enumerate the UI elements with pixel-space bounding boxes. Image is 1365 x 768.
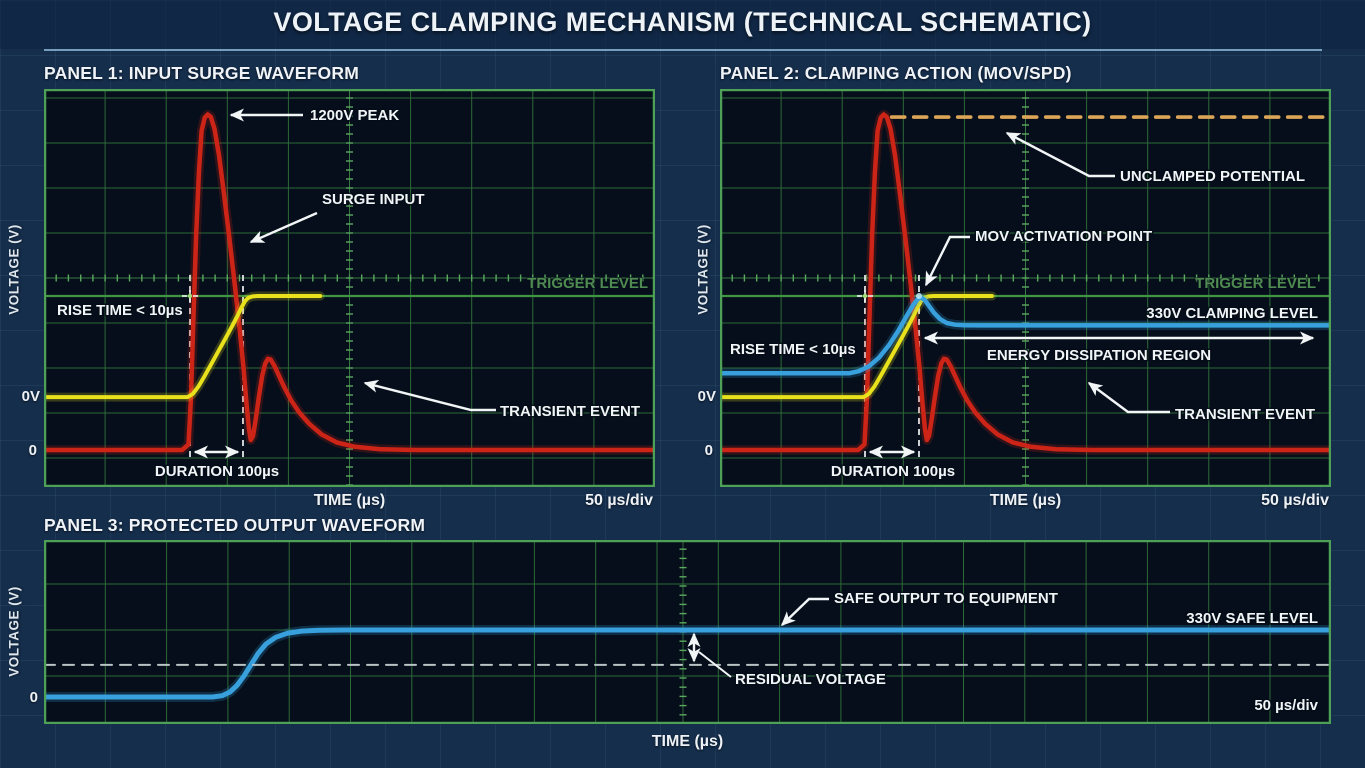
annotation-text-clamping: 330V CLAMPING LEVEL [1146, 305, 1318, 322]
reference-0v-trace [44, 294, 323, 400]
panel1-zero-label: 0 [28, 442, 37, 459]
panel1-zero-volt-label: 0V [21, 388, 40, 405]
protected-output-trace [44, 627, 1331, 700]
safe-output-annotation-arrow [780, 597, 829, 627]
title-separator [44, 49, 1322, 51]
panel2-time-axis-label: TIME (µs) [989, 492, 1062, 509]
panel3-x-axis-row: TIME (µs) [44, 733, 1331, 753]
annotation-text-rise-time: RISE TIME < 10µs [730, 341, 856, 358]
annotation-text-trigger: TRIGGER LEVEL [527, 275, 648, 292]
annotation-text-residual: RESIDUAL VOLTAGE [735, 671, 886, 688]
annotation-text-rise-time: RISE TIME < 10µs [57, 302, 183, 319]
annotation-text-trigger: TRIGGER LEVEL [1195, 275, 1316, 292]
panel2-zero-label: 0 [704, 442, 713, 459]
panel2-title: PANEL 2: CLAMPING ACTION (MOV/SPD) [720, 63, 1072, 83]
scope-border [44, 89, 655, 487]
panel1-y-axis-label: VOLTAGE (V) [6, 224, 22, 315]
panel1-scope: 1200V PEAK SURGE INPUT TRIGGER LEVEL RISE T… [44, 89, 655, 487]
mov-annotation-arrow [924, 235, 970, 287]
reference-0v-trace [720, 294, 994, 400]
surge-annotation-arrow [249, 211, 318, 244]
panel3-zero-label: 0 [29, 689, 38, 706]
annotation-text-mov: MOV ACTIVATION POINT [975, 228, 1152, 245]
annotation-text-unclamped: UNCLAMPED POTENTIAL [1120, 168, 1305, 185]
panel2-scope: UNCLAMPED POTENTIAL MOV ACTIVATION POINT T… [720, 89, 1331, 487]
trigger-point-marker [182, 290, 198, 302]
scope-border [44, 540, 1331, 724]
trigger-point-marker [857, 290, 873, 302]
panel1-x-axis-row: TIME (µs) 50 µs/div [44, 492, 655, 512]
residual-connector [698, 651, 732, 678]
header-band [0, 0, 1365, 49]
trigger-marker-dot [187, 293, 193, 299]
surge-input-trace [44, 112, 655, 453]
panel2-x-axis-row: TIME (µs) 50 µs/div [720, 492, 1331, 512]
annotation-text-energy: ENERGY DISSIPATION REGION [987, 347, 1211, 364]
panel3-time-axis-label: TIME (µs) [651, 733, 724, 750]
panel1-time-axis-label: TIME (µs) [313, 492, 386, 509]
panel2-y-axis-label: VOLTAGE (V) [695, 224, 711, 315]
unclamped-annotation-arrow [1005, 131, 1115, 178]
panel2-zero-volt-label: 0V [697, 388, 716, 405]
mov-point-marker [916, 293, 922, 299]
page-title: VOLTAGE CLAMPING MECHANISM (TECHNICAL SC… [273, 7, 1092, 37]
annotation-text-transient: TRANSIENT EVENT [1175, 406, 1315, 423]
annotation-text-per-div: 50 µs/div [1254, 697, 1318, 714]
annotation-text-duration: DURATION 100µs [155, 463, 279, 480]
annotation-text-peak: 1200V PEAK [310, 107, 399, 124]
scope-border [720, 89, 1331, 487]
annotation-text-safe-output: SAFE OUTPUT TO EQUIPMENT [834, 590, 1058, 607]
panel1-scale-label: 50 µs/div [585, 492, 653, 509]
panel2-scale-label: 50 µs/div [1261, 492, 1329, 509]
annotation-text-duration: DURATION 100µs [831, 463, 955, 480]
panel1-title: PANEL 1: INPUT SURGE WAVEFORM [44, 63, 359, 83]
trigger-marker-dot [862, 293, 868, 299]
transient-annotation-arrow [363, 379, 496, 412]
panel3-title: PANEL 3: PROTECTED OUTPUT WAVEFORM [44, 515, 426, 535]
transient-annotation-arrow [1087, 382, 1170, 414]
annotation-text-transient: TRANSIENT EVENT [500, 403, 640, 420]
surge-input-trace [720, 112, 1331, 453]
annotation-text-safe-level: 330V SAFE LEVEL [1186, 610, 1318, 627]
panel3-scope: SAFE OUTPUT TO EQUIPMENT 330V SAFE LEVEL R… [44, 540, 1331, 724]
annotation-text-surge: SURGE INPUT [322, 191, 425, 208]
